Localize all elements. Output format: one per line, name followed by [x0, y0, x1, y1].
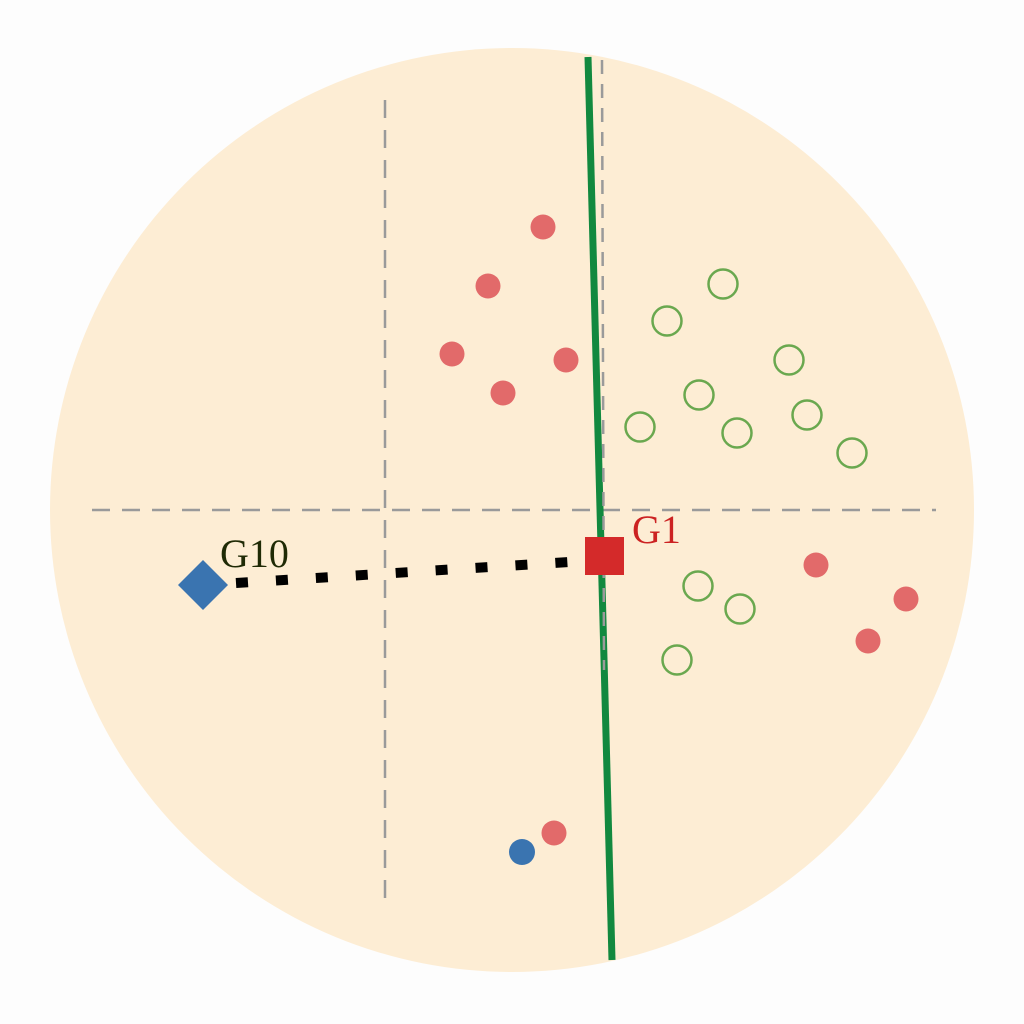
red-dot	[553, 347, 579, 373]
g1-label: G1	[632, 507, 681, 552]
g10-label: G10	[220, 531, 289, 576]
red-dot	[475, 273, 501, 299]
green-hollow-circle	[683, 379, 715, 411]
dotted-connector	[235, 556, 586, 588]
red-dot	[803, 552, 829, 578]
green-hollow-circle	[682, 570, 714, 602]
green-hollow-circle	[724, 593, 756, 625]
green-hollow-circle	[661, 644, 693, 676]
green-hollow-circle	[721, 417, 753, 449]
green-hollow-circle	[773, 344, 805, 376]
g10-marker	[178, 560, 228, 610]
green-hollow-circle	[651, 305, 683, 337]
green-hollow-circle	[836, 437, 868, 469]
divider-line	[584, 56, 616, 961]
points	[439, 214, 919, 865]
red-dot	[439, 341, 465, 367]
red-dot	[490, 380, 516, 406]
red-dot	[530, 214, 556, 240]
red-dot	[541, 820, 567, 846]
g1-marker	[585, 537, 624, 575]
red-dot	[893, 586, 919, 612]
dashed-guides	[92, 100, 936, 910]
red-dot	[855, 628, 881, 654]
green-hollow-circle	[624, 411, 656, 443]
green-hollow-circle	[791, 399, 823, 431]
green-hollow-circle	[707, 268, 739, 300]
blue-dot	[509, 839, 535, 865]
